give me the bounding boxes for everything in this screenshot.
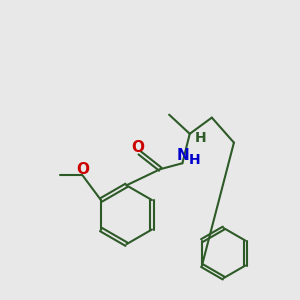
Text: N: N [177,148,190,164]
Text: O: O [131,140,144,155]
Text: H: H [189,153,201,167]
Text: H: H [195,131,207,145]
Text: O: O [77,162,90,177]
